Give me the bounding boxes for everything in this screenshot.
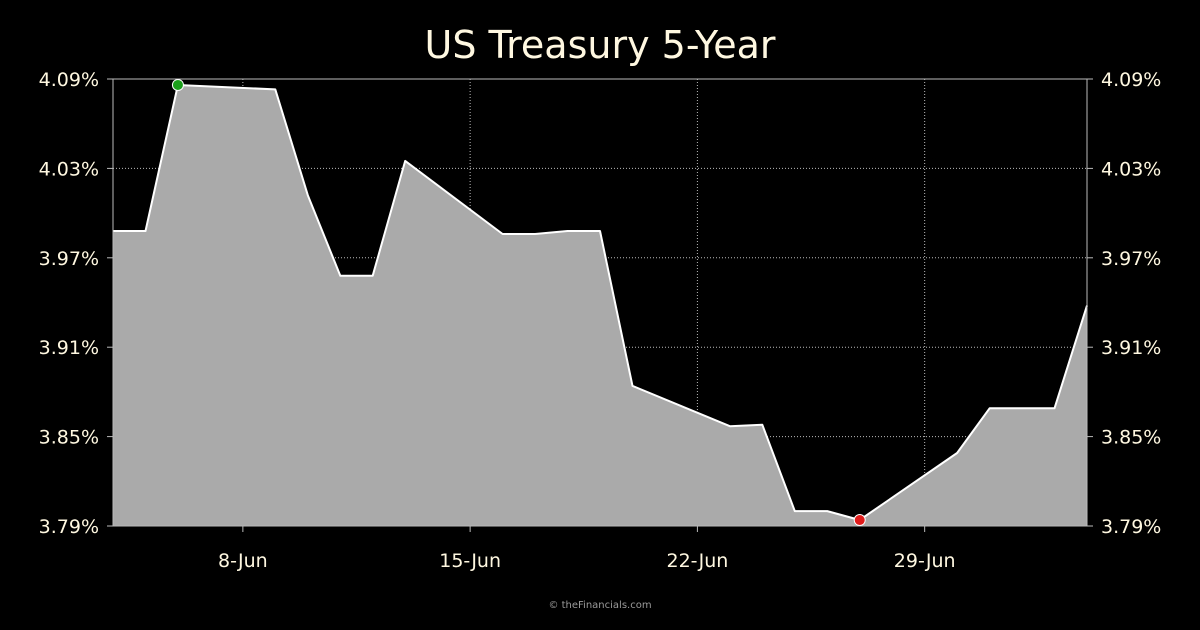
series-line bbox=[113, 84, 1088, 521]
y-tick-label-left: 3.97% bbox=[39, 248, 99, 270]
series-area bbox=[113, 85, 1087, 526]
x-tick-label: 15-Jun bbox=[439, 550, 501, 572]
markers bbox=[171, 78, 866, 527]
x-tick-label: 29-Jun bbox=[894, 550, 956, 572]
high-point-marker bbox=[171, 78, 184, 91]
chart-title: US Treasury 5-Year bbox=[425, 23, 776, 67]
y-tick-label-right: 3.85% bbox=[1101, 427, 1161, 449]
plot-area bbox=[113, 84, 1088, 526]
y-tick-label-right: 4.09% bbox=[1101, 69, 1161, 91]
footer-credit: © theFinancials.com bbox=[548, 600, 651, 611]
x-tick-label: 8-Jun bbox=[218, 550, 268, 572]
y-tick-label-right: 3.97% bbox=[1101, 248, 1161, 270]
y-tick-label-right: 3.79% bbox=[1101, 516, 1161, 538]
y-tick-label-left: 3.79% bbox=[39, 516, 99, 538]
y-tick-label-right: 4.03% bbox=[1101, 158, 1161, 180]
y-tick-label-right: 3.91% bbox=[1101, 337, 1161, 359]
y-tick-label-left: 4.03% bbox=[39, 158, 99, 180]
axes: 4.09% 4.09% 4.03% 4.03% 3.97% 3.97% 3.91% 3.91%… bbox=[39, 69, 1162, 572]
low-point-marker bbox=[853, 514, 866, 527]
y-tick-label-left: 3.91% bbox=[39, 337, 99, 359]
x-tick-label: 22-Jun bbox=[667, 550, 729, 572]
y-tick-label-left: 4.09% bbox=[39, 69, 99, 91]
y-tick-label-left: 3.85% bbox=[39, 427, 99, 449]
